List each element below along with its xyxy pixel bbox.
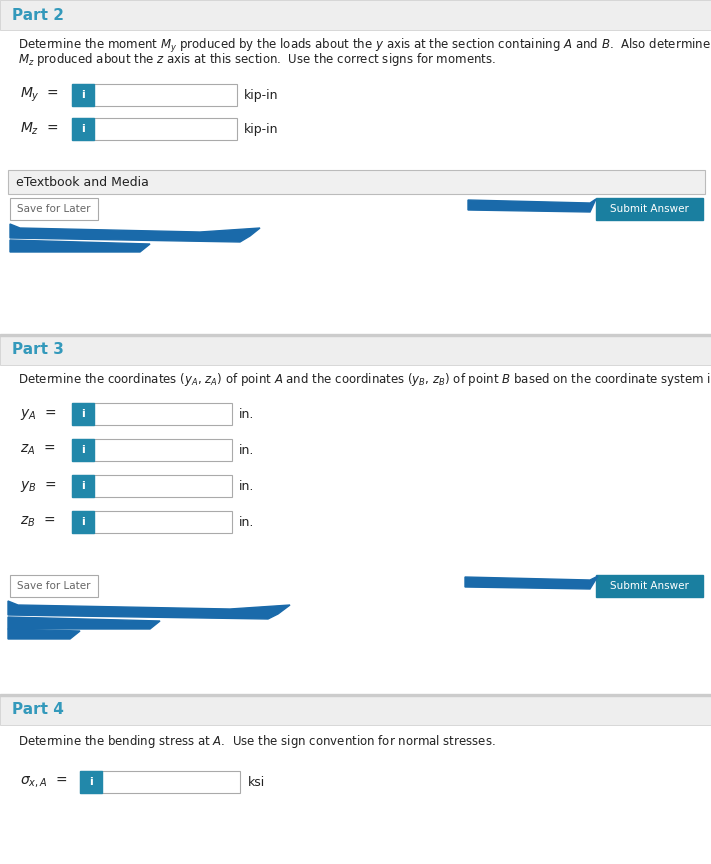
Text: i: i — [81, 409, 85, 419]
Text: Submit Answer: Submit Answer — [609, 581, 688, 591]
Polygon shape — [10, 224, 260, 242]
Text: Determine the bending stress at $A$.  Use the sign convention for normal stresse: Determine the bending stress at $A$. Use… — [18, 733, 496, 749]
Bar — [10, 198, 98, 220]
Text: Save for Later: Save for Later — [17, 581, 91, 591]
Bar — [0, 694, 711, 696]
Bar — [72, 84, 237, 106]
Bar — [72, 511, 232, 533]
Text: in.: in. — [239, 516, 255, 529]
Text: $M_y$  =: $M_y$ = — [20, 86, 59, 105]
Polygon shape — [10, 240, 150, 252]
Text: $y_A$  =: $y_A$ = — [20, 406, 57, 422]
Text: i: i — [81, 517, 85, 527]
Text: kip-in: kip-in — [244, 88, 279, 101]
Bar — [10, 575, 98, 597]
Bar — [596, 575, 703, 597]
Bar — [0, 0, 711, 30]
Text: kip-in: kip-in — [244, 123, 279, 136]
Text: $\mathit{M_z}$ produced about the $z$ axis at this section.  Use the correct sig: $\mathit{M_z}$ produced about the $z$ ax… — [18, 52, 496, 68]
Bar — [72, 118, 237, 140]
Text: i: i — [81, 481, 85, 491]
Bar — [0, 695, 711, 725]
Text: in.: in. — [239, 480, 255, 492]
Text: Part 2: Part 2 — [12, 8, 64, 22]
Text: Submit Answer: Submit Answer — [609, 204, 688, 214]
Bar — [596, 198, 703, 220]
Polygon shape — [465, 576, 598, 589]
Text: $z_B$  =: $z_B$ = — [20, 515, 55, 529]
Polygon shape — [8, 617, 160, 629]
Bar — [0, 725, 711, 864]
Text: Part 4: Part 4 — [12, 702, 64, 717]
Polygon shape — [8, 601, 290, 619]
Text: i: i — [89, 777, 93, 787]
Bar — [72, 403, 232, 425]
Text: Part 3: Part 3 — [12, 342, 64, 358]
Text: eTextbook and Media: eTextbook and Media — [16, 175, 149, 188]
Bar — [72, 403, 94, 425]
Text: ksi: ksi — [248, 776, 265, 789]
Bar — [72, 439, 232, 461]
Bar — [0, 365, 711, 695]
Text: $M_z$  =: $M_z$ = — [20, 121, 58, 137]
Text: Determine the moment $\mathit{M_y}$ produced by the loads about the $y$ axis at : Determine the moment $\mathit{M_y}$ prod… — [18, 37, 711, 55]
Bar — [72, 118, 94, 140]
Bar — [72, 511, 94, 533]
Bar — [0, 30, 711, 335]
Text: i: i — [81, 445, 85, 455]
Text: i: i — [81, 90, 85, 100]
Text: Save for Later: Save for Later — [17, 204, 91, 214]
Text: $\sigma_{x,A}$  =: $\sigma_{x,A}$ = — [20, 774, 68, 790]
Text: Determine the coordinates ($y_A$, $z_A$) of point $A$ and the coordinates ($y_B$: Determine the coordinates ($y_A$, $z_A$)… — [18, 371, 711, 387]
Bar — [0, 335, 711, 365]
Text: in.: in. — [239, 408, 255, 421]
Text: $y_B$  =: $y_B$ = — [20, 479, 57, 493]
Text: in.: in. — [239, 443, 255, 456]
Bar — [72, 475, 94, 497]
Text: $z_A$  =: $z_A$ = — [20, 443, 55, 457]
Text: i: i — [81, 124, 85, 134]
Bar — [8, 170, 705, 194]
Polygon shape — [8, 629, 80, 639]
Bar — [80, 771, 102, 793]
Bar — [72, 439, 94, 461]
Bar — [80, 771, 240, 793]
Bar — [72, 475, 232, 497]
Bar — [72, 84, 94, 106]
Polygon shape — [468, 199, 596, 212]
Bar — [0, 334, 711, 336]
